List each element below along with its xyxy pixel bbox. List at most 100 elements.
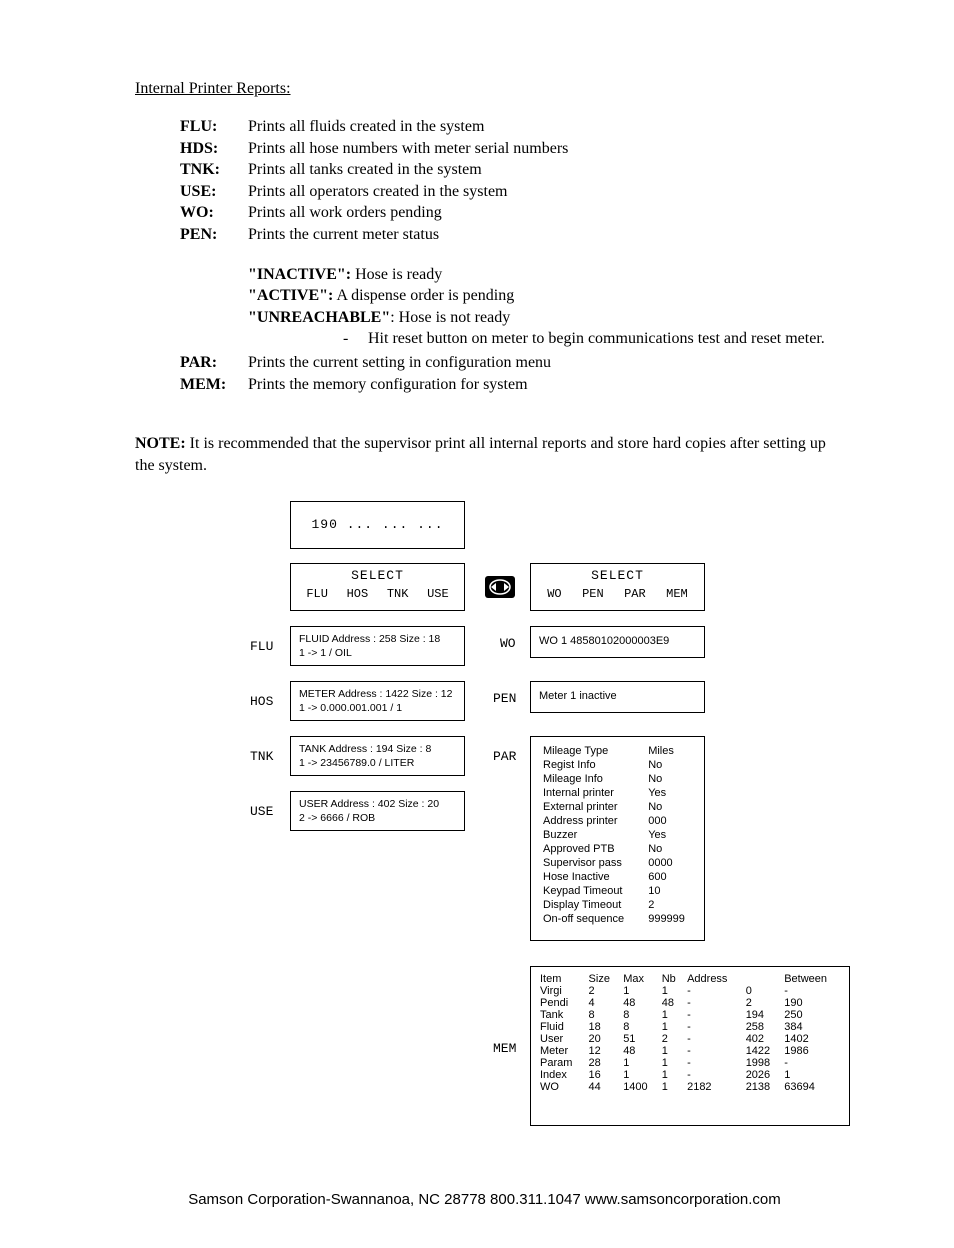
lbl-par: PAR bbox=[493, 749, 516, 764]
mem-cell: 2026 bbox=[743, 1069, 782, 1081]
def-term: FLU: bbox=[180, 116, 248, 138]
mem-cell: 1 bbox=[659, 1081, 684, 1093]
opt: TNK bbox=[387, 587, 409, 601]
mem-cell: 4 bbox=[586, 997, 621, 1009]
mem-box: ItemSizeMaxNbAddressBetweenVirgi211-0-Pe… bbox=[530, 966, 850, 1126]
opt: USE bbox=[427, 587, 449, 601]
mem-header: Between bbox=[781, 973, 843, 985]
mem-cell: 402 bbox=[743, 1033, 782, 1045]
mem-cell: 1 bbox=[659, 1021, 684, 1033]
def-term: WO: bbox=[180, 202, 248, 224]
def-row: WO:Prints all work orders pending bbox=[180, 202, 834, 224]
def-row: MEM:Prints the memory configuration for … bbox=[180, 374, 834, 396]
lbl-use: USE bbox=[250, 804, 273, 819]
mem-header bbox=[743, 973, 782, 985]
mem-cell: 2182 bbox=[684, 1081, 743, 1093]
mem-cell: Index bbox=[537, 1069, 586, 1081]
status-desc: Hose is ready bbox=[351, 266, 442, 283]
mem-cell: 1986 bbox=[781, 1045, 843, 1057]
mem-cell: 1 bbox=[659, 1069, 684, 1081]
par-val: 2 bbox=[644, 899, 696, 911]
mem-cell: 190 bbox=[781, 997, 843, 1009]
mem-cell: 51 bbox=[620, 1033, 659, 1045]
par-key: Keypad Timeout bbox=[539, 885, 642, 897]
def-desc: Prints all operators created in the syst… bbox=[248, 181, 834, 203]
mem-cell: - bbox=[781, 1057, 843, 1069]
diagram: 190 ... ... ... SELECT FLU HOS TNK USE S… bbox=[135, 501, 855, 1161]
mem-cell: - bbox=[684, 1009, 743, 1021]
opt: WO bbox=[547, 587, 561, 601]
pen-box: Meter 1 inactive bbox=[530, 681, 705, 713]
par-key: On-off sequence bbox=[539, 913, 642, 925]
par-key: Hose Inactive bbox=[539, 871, 642, 883]
par-val: 600 bbox=[644, 871, 696, 883]
mem-cell: 258 bbox=[743, 1021, 782, 1033]
mem-cell: 2 bbox=[743, 997, 782, 1009]
mem-cell: 2 bbox=[586, 985, 621, 997]
right-select-box: SELECT WO PEN PAR MEM bbox=[530, 563, 705, 611]
mem-cell: - bbox=[684, 1069, 743, 1081]
def-row: TNK:Prints all tanks created in the syst… bbox=[180, 159, 834, 181]
mem-cell: 28 bbox=[586, 1057, 621, 1069]
mem-cell: 1400 bbox=[620, 1081, 659, 1093]
par-key: Supervisor pass bbox=[539, 857, 642, 869]
status-row: "ACTIVE": A dispense order is pending bbox=[248, 285, 834, 307]
mem-cell: 384 bbox=[781, 1021, 843, 1033]
mem-cell: 12 bbox=[586, 1045, 621, 1057]
mem-cell: - bbox=[684, 1057, 743, 1069]
note-label: NOTE: bbox=[135, 435, 190, 452]
par-key: Display Timeout bbox=[539, 899, 642, 911]
par-box: Mileage TypeMilesRegist InfoNoMileage In… bbox=[530, 736, 705, 941]
mem-cell: - bbox=[684, 1033, 743, 1045]
mem-cell: 1402 bbox=[781, 1033, 843, 1045]
definition-list-2: PAR:Prints the current setting in config… bbox=[180, 352, 834, 395]
par-val: No bbox=[644, 773, 696, 785]
lbl-pen: PEN bbox=[493, 691, 516, 706]
hos-box: METER Address : 1422 Size : 12 1 -> 0.00… bbox=[290, 681, 465, 721]
lbl-hos: HOS bbox=[250, 694, 273, 709]
def-desc: Prints the current setting in configurat… bbox=[248, 352, 834, 374]
mem-cell: Pendi bbox=[537, 997, 586, 1009]
mem-cell: - bbox=[781, 985, 843, 997]
mem-cell: Virgi bbox=[537, 985, 586, 997]
def-row: PEN:Prints the current meter status bbox=[180, 224, 834, 246]
mem-cell: 1 bbox=[659, 1057, 684, 1069]
mem-cell: 8 bbox=[586, 1009, 621, 1021]
opt: PAR bbox=[624, 587, 646, 601]
mem-cell: 48 bbox=[659, 997, 684, 1009]
mem-cell: 48 bbox=[620, 1045, 659, 1057]
par-key: Mileage Info bbox=[539, 773, 642, 785]
par-key: Address printer bbox=[539, 815, 642, 827]
opt: FLU bbox=[306, 587, 328, 601]
mem-cell: WO bbox=[537, 1081, 586, 1093]
select-options: FLU HOS TNK USE bbox=[297, 587, 458, 601]
mem-header: Address bbox=[684, 973, 743, 985]
mem-cell: 8 bbox=[620, 1009, 659, 1021]
definition-list: FLU:Prints all fluids created in the sys… bbox=[180, 116, 834, 246]
mem-header: Item bbox=[537, 973, 586, 985]
mem-cell: 1 bbox=[620, 1069, 659, 1081]
mem-header: Max bbox=[620, 973, 659, 985]
par-key: External printer bbox=[539, 801, 642, 813]
status-desc: A dispense order is pending bbox=[333, 287, 514, 304]
opt: PEN bbox=[582, 587, 604, 601]
mem-header: Nb bbox=[659, 973, 684, 985]
tnk-box: TANK Address : 194 Size : 8 1 -> 2345678… bbox=[290, 736, 465, 776]
par-key: Regist Info bbox=[539, 759, 642, 771]
mem-cell: Tank bbox=[537, 1009, 586, 1021]
lbl-mem: MEM bbox=[493, 1041, 516, 1056]
mem-cell: - bbox=[684, 1021, 743, 1033]
par-val: Yes bbox=[644, 829, 696, 841]
mem-cell: 16 bbox=[586, 1069, 621, 1081]
wo-box: WO 1 48580102000003E9 bbox=[530, 626, 705, 658]
def-desc: Prints the memory configuration for syst… bbox=[248, 374, 834, 396]
mem-header: Size bbox=[586, 973, 621, 985]
def-desc: Prints the current meter status bbox=[248, 224, 834, 246]
section-title: Internal Printer Reports: bbox=[135, 80, 834, 98]
status-block: "INACTIVE": Hose is ready "ACTIVE": A di… bbox=[248, 264, 834, 350]
par-val: No bbox=[644, 801, 696, 813]
dash: - bbox=[343, 328, 368, 350]
par-key: Internal printer bbox=[539, 787, 642, 799]
mem-cell: 1998 bbox=[743, 1057, 782, 1069]
sub-bullet-text: Hit reset button on meter to begin commu… bbox=[368, 328, 825, 350]
